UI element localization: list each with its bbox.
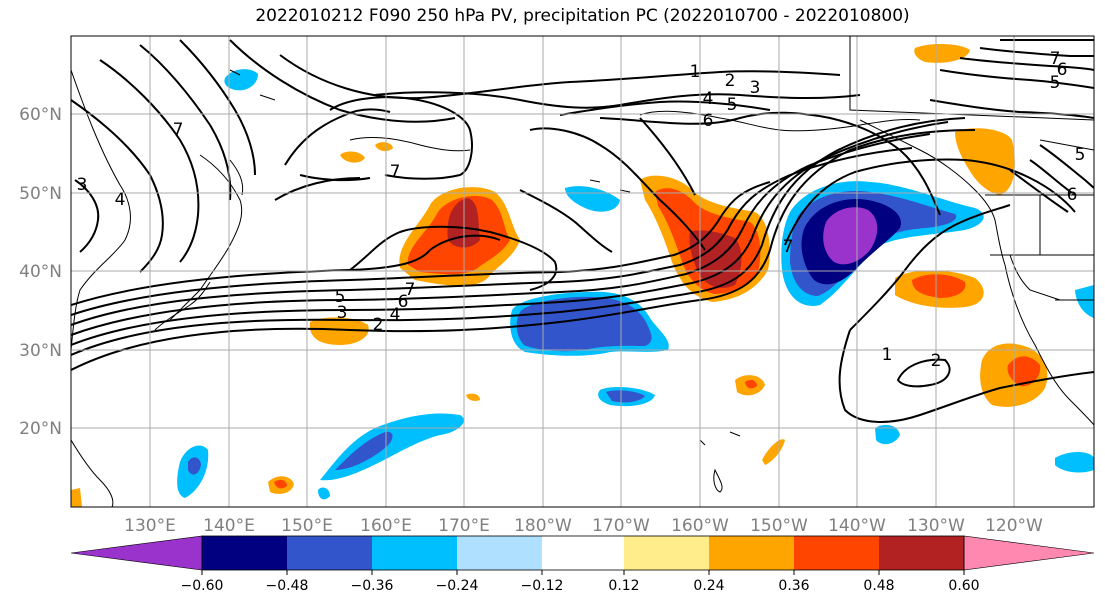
contour-label: 6 <box>1057 60 1068 80</box>
pv-contours <box>71 39 1094 423</box>
contour-label: 5 <box>1050 73 1061 93</box>
colorbar-segment <box>879 536 964 570</box>
contour-label: 5 <box>335 287 346 307</box>
lat-tick-label: 60°N <box>19 105 62 125</box>
colorbar-tick-label: 0.12 <box>608 578 639 594</box>
contour-label: 4 <box>390 305 401 325</box>
lon-tick-label: 170°W <box>592 516 650 536</box>
contour-label: 1 <box>882 345 893 365</box>
lon-tick-label: 170°E <box>438 516 490 536</box>
colorbar-tick-label: 0.48 <box>863 578 894 594</box>
graticule <box>71 36 1094 507</box>
colorbar-tick-label: 0.36 <box>778 578 809 594</box>
colorbar-tick-label: −0.36 <box>351 578 394 594</box>
contour-label: 5 <box>1075 145 1086 165</box>
colorbar-tick-label: −0.60 <box>181 578 224 594</box>
colorbar-segment <box>709 536 794 570</box>
colorbar-segment <box>963 535 1095 571</box>
contour-label: 6 <box>703 111 714 131</box>
lon-tick-label: 160°W <box>671 516 729 536</box>
lon-tick-label: 140°W <box>828 516 886 536</box>
colorbar-tick-label: −0.24 <box>436 578 479 594</box>
colorbar-segment <box>624 536 709 570</box>
contour-label: 7 <box>783 237 794 257</box>
lon-tick-label: 160°E <box>360 516 412 536</box>
lon-tick-label: 140°E <box>203 516 255 536</box>
precip-anomaly-shading <box>71 44 1094 507</box>
colorbar-tick-label: −0.12 <box>521 578 564 594</box>
contour-label: 6 <box>1067 185 1078 205</box>
lon-tick-label: 130°W <box>907 516 965 536</box>
plot-frame <box>70 35 1095 508</box>
contour-label: 4 <box>115 190 126 210</box>
latitude-ticks: 60°N 50°N 40°N 30°N 20°N <box>19 105 62 439</box>
contour-label: 3 <box>750 78 761 98</box>
colorbar-segment <box>372 536 457 570</box>
contour-label: 7 <box>405 280 416 300</box>
lat-tick-label: 20°N <box>19 419 62 439</box>
lon-tick-label: 130°E <box>124 516 176 536</box>
colorbar-tick-label: −0.48 <box>266 578 309 594</box>
colorbar-segment <box>794 536 879 570</box>
contour-label: 6 <box>398 292 409 312</box>
contour-label: 7 <box>390 162 401 182</box>
contour-label: 7 <box>1050 49 1061 69</box>
lat-tick-label: 50°N <box>19 184 62 204</box>
colorbar-segment <box>287 536 372 570</box>
contour-label: 2 <box>725 71 736 91</box>
contour-label: 1 <box>690 62 701 82</box>
lon-tick-label: 120°W <box>985 516 1043 536</box>
colorbar: −0.60 −0.48 −0.36 −0.24 −0.12 0.12 0.24 … <box>70 535 1095 594</box>
contour-label: 3 <box>77 175 88 195</box>
contour-label: 4 <box>703 89 714 109</box>
contour-label: 2 <box>931 351 942 371</box>
contour-labels: 1 2 3 4 5 6 7 7 6 5 4 3 2 7 1 2 3 4 5 6 … <box>77 49 1086 371</box>
map-title: 2022010212 F090 250 hPa PV, precipitatio… <box>255 6 910 26</box>
colorbar-segment <box>542 536 624 570</box>
lat-tick-label: 30°N <box>19 341 62 361</box>
lon-tick-label: 180°W <box>514 516 572 536</box>
contour-label: 2 <box>373 315 384 335</box>
colorbar-segment <box>457 536 542 570</box>
colorbar-segment <box>202 536 287 570</box>
contour-label: 7 <box>173 120 184 140</box>
longitude-ticks: 130°E 140°E 150°E 160°E 170°E 180°W 170°… <box>124 516 1043 536</box>
lon-tick-label: 150°E <box>281 516 333 536</box>
colorbar-segment <box>70 535 203 571</box>
colorbar-tick-label: 0.24 <box>693 578 724 594</box>
colorbar-tick-label: 0.60 <box>948 578 979 594</box>
lat-tick-label: 40°N <box>19 262 62 282</box>
contour-label: 5 <box>727 95 738 115</box>
contour-label: 3 <box>337 303 348 323</box>
lon-tick-label: 150°W <box>750 516 808 536</box>
